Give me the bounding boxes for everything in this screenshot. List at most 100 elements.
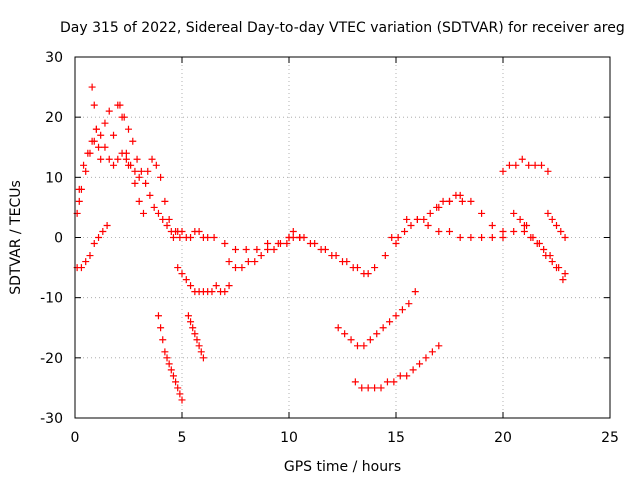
y-tick-labels: -30 -20 -10 0 10 20 30 [40, 50, 63, 427]
data-point [139, 209, 147, 217]
data-point [152, 161, 160, 169]
data-point [505, 161, 513, 169]
data-point [221, 240, 229, 248]
x-tick-label: 15 [387, 430, 405, 446]
data-point [390, 378, 398, 386]
data-point [129, 137, 137, 145]
data-point [478, 234, 486, 241]
x-axis-label: GPS time / hours [284, 459, 401, 475]
data-point [204, 234, 212, 241]
data-point [114, 155, 122, 163]
y-tick-label: 20 [45, 110, 63, 126]
data-point [512, 161, 520, 169]
y-tick-label: 0 [54, 231, 63, 247]
data-point [163, 354, 171, 362]
data-point [383, 378, 391, 386]
data-point [161, 348, 169, 356]
data-point [135, 173, 143, 181]
data-point [557, 227, 565, 235]
data-point [386, 318, 394, 326]
data-point [176, 390, 184, 398]
data-point [174, 264, 182, 272]
data-point [105, 155, 113, 163]
series-seg-l [225, 234, 304, 272]
data-point [403, 372, 411, 380]
y-tick-label: -30 [40, 411, 63, 427]
data-point [86, 252, 94, 260]
data-point [353, 264, 361, 272]
data-point [199, 354, 207, 362]
data-point [172, 378, 180, 386]
data-point [276, 240, 284, 248]
data-point [499, 167, 507, 175]
data-point [544, 167, 552, 175]
data-point [184, 312, 192, 320]
data-point [174, 384, 182, 392]
y-tick-label: -20 [40, 351, 63, 367]
data-point [75, 197, 83, 205]
data-point [90, 240, 98, 248]
data-point [439, 197, 447, 205]
data-point [516, 215, 524, 223]
series-seg-j [169, 227, 212, 241]
data-point [120, 113, 128, 121]
data-point [401, 227, 409, 235]
data-point [167, 366, 175, 374]
data-point [169, 234, 177, 241]
data-point [142, 179, 150, 187]
data-point [208, 288, 216, 296]
series-seg-e [125, 155, 173, 223]
data-point [97, 155, 105, 163]
data-point [178, 227, 186, 235]
data-point [456, 234, 464, 241]
data-point [525, 161, 533, 169]
data-point [88, 83, 96, 91]
data-point [499, 227, 507, 235]
data-point [422, 354, 430, 362]
series-seg-m [285, 234, 400, 278]
data-point [358, 384, 366, 392]
data-point [92, 125, 100, 133]
data-point [371, 384, 379, 392]
data-point [435, 342, 443, 350]
data-point [413, 215, 421, 223]
data-point [242, 246, 250, 254]
data-point [225, 258, 233, 266]
data-point [553, 221, 560, 229]
data-point [195, 342, 203, 350]
data-point [510, 227, 518, 235]
data-point [467, 197, 475, 205]
data-point [264, 246, 272, 254]
data-point [105, 107, 113, 115]
data-point [154, 312, 162, 320]
data-point [553, 264, 560, 272]
data-point [405, 300, 413, 308]
data-point [159, 215, 167, 223]
data-point [527, 234, 535, 241]
data-point [125, 125, 132, 133]
data-point [182, 276, 190, 284]
series-seg-h [174, 264, 233, 296]
data-point [157, 324, 165, 332]
series-seg-q [388, 191, 466, 241]
data-point [110, 131, 118, 139]
data-point [144, 167, 152, 175]
data-point [77, 264, 85, 272]
data-point [364, 270, 372, 278]
series-seg-f [116, 101, 184, 241]
data-point [343, 258, 351, 266]
data-point [371, 264, 379, 272]
data-point [426, 209, 434, 217]
data-point [499, 234, 507, 241]
data-point [251, 258, 259, 266]
series-seg-r [403, 215, 507, 241]
data-point [116, 101, 124, 109]
data-point [458, 197, 466, 205]
series-seg-p [351, 342, 443, 392]
data-point [377, 384, 385, 392]
data-point [212, 282, 220, 290]
data-point [101, 143, 109, 151]
data-point [244, 258, 252, 266]
data-point [178, 396, 186, 404]
